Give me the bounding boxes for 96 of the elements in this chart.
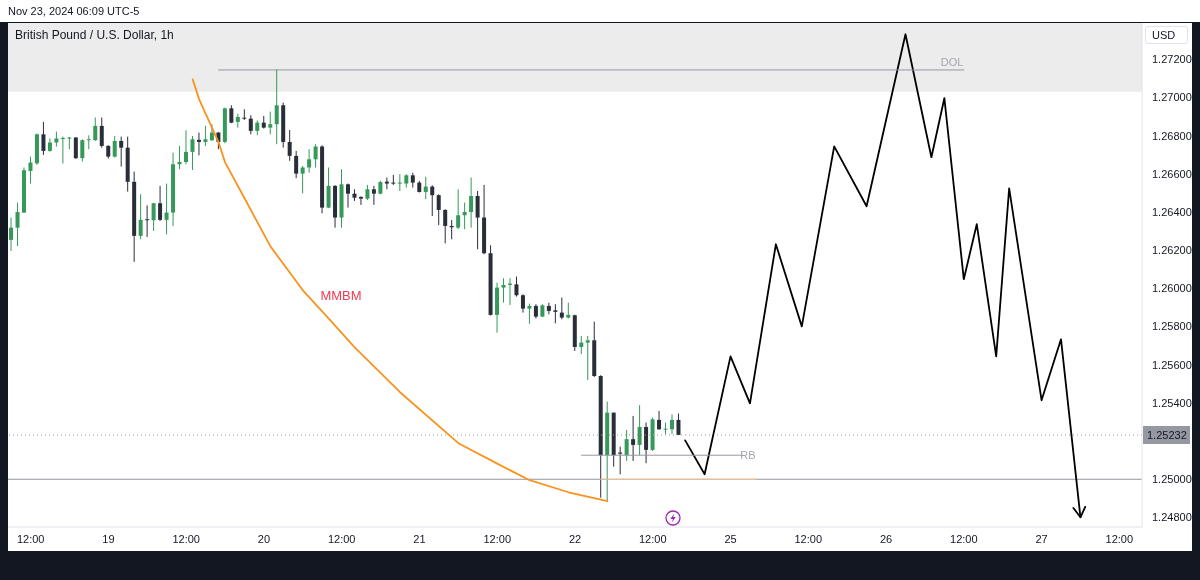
y-tick-label: 1.24800 [1152, 511, 1192, 524]
y-tick-label: 1.25400 [1152, 396, 1192, 409]
candlestick [196, 132, 201, 156]
candlestick [203, 125, 208, 147]
candlestick [300, 165, 305, 194]
candlestick [294, 150, 299, 179]
candlestick [469, 177, 474, 229]
candlestick [242, 108, 247, 121]
candlestick [585, 335, 590, 381]
candlestick [475, 190, 480, 250]
candlestick [346, 183, 350, 209]
annotation: RB [740, 449, 756, 461]
candlestick [456, 188, 461, 230]
candlestick [520, 293, 525, 314]
candlestick [637, 404, 642, 456]
candlestick [67, 136, 72, 150]
candlestick [15, 202, 20, 247]
x-tick-label: 21 [413, 532, 426, 545]
candlestick [546, 302, 551, 315]
y-tick-label: 1.26600 [1152, 167, 1192, 180]
candlestick [190, 135, 195, 171]
line-series [191, 78, 609, 503]
candlestick [307, 148, 312, 174]
candlestick [514, 276, 519, 298]
candlestick [371, 185, 376, 206]
candlestick [501, 277, 506, 304]
candlestick [676, 413, 681, 436]
candlestick [41, 121, 46, 156]
chart-title: British Pound / U.S. Dollar, 1h [15, 28, 174, 42]
x-tick-label: 25 [724, 532, 737, 545]
candlestick [248, 114, 253, 135]
candlestick [631, 415, 636, 462]
x-tick-label: 22 [568, 532, 582, 545]
candlestick [184, 129, 188, 165]
annotation: DOL [940, 56, 964, 68]
candlestick [358, 195, 363, 206]
y-tick-label: 1.26200 [1152, 244, 1192, 257]
x-tick-label: 12:00 [794, 532, 823, 545]
candlestick [443, 208, 448, 244]
candlestick [145, 204, 150, 238]
candlestick [644, 422, 649, 464]
x-tick-label: 12:00 [950, 532, 978, 545]
candlestick [391, 174, 396, 186]
candlestick [93, 117, 98, 142]
x-tick-label: 26 [879, 532, 893, 545]
candlestick [73, 136, 78, 160]
candlestick [527, 303, 532, 325]
candlestick [28, 156, 33, 185]
x-tick-label: 12:00 [483, 532, 512, 545]
x-tick-label: 12:00 [1105, 532, 1134, 545]
candlestick [559, 297, 564, 320]
candlestick [80, 138, 85, 163]
y-tick-label: 1.27200 [1152, 53, 1192, 66]
candlestick [430, 184, 435, 217]
y-tick-label: 1.26800 [1152, 129, 1192, 142]
annotation: MMBM [320, 287, 362, 303]
y-tick-label: 1.25000 [1152, 473, 1192, 486]
y-tick-label: 1.26400 [1152, 205, 1192, 218]
x-tick-label: 12:00 [327, 532, 356, 545]
text: Nov 23, 2024 06:09 UTC-5 [8, 5, 140, 17]
x-tick-label: 19 [102, 532, 115, 545]
x-tick-label: 12:00 [16, 532, 45, 545]
candlestick [670, 413, 674, 435]
candlestick [138, 193, 143, 240]
candlestick [553, 303, 558, 324]
candlestick [158, 185, 163, 222]
candlestick [151, 202, 156, 232]
y-tick-label: 1.26000 [1152, 282, 1192, 295]
candlestick [268, 111, 273, 135]
candlestick [462, 202, 467, 230]
x-tick-label: 12:00 [172, 532, 200, 545]
y-tick-label: 1.25800 [1152, 320, 1192, 333]
x-tick-label: 27 [1035, 532, 1048, 545]
candlestick [313, 143, 318, 169]
candlestick [274, 68, 279, 145]
candlestick [112, 135, 117, 159]
x-tick-label: 12:00 [638, 532, 667, 545]
candlestick [384, 177, 389, 190]
candlestick [164, 183, 169, 235]
y-tick-label: 1.27000 [1152, 91, 1192, 104]
candlestick [60, 136, 65, 165]
candlestick [624, 429, 629, 462]
candlestick [436, 193, 441, 226]
candlestick [397, 173, 402, 192]
candlestick [86, 134, 91, 150]
y-tick-label: 1.25600 [1152, 358, 1192, 371]
candlestick [657, 410, 662, 431]
x-tick-label: 20 [257, 532, 271, 545]
candlestick [119, 136, 124, 168]
candlestick [9, 217, 14, 252]
candlestick [423, 176, 428, 200]
candlestick [326, 167, 331, 209]
ref-line-label: 1.25232 [1147, 428, 1187, 441]
candlestick [287, 129, 292, 162]
candlestick [99, 117, 104, 149]
y-axis-title: USD [1145, 26, 1188, 44]
